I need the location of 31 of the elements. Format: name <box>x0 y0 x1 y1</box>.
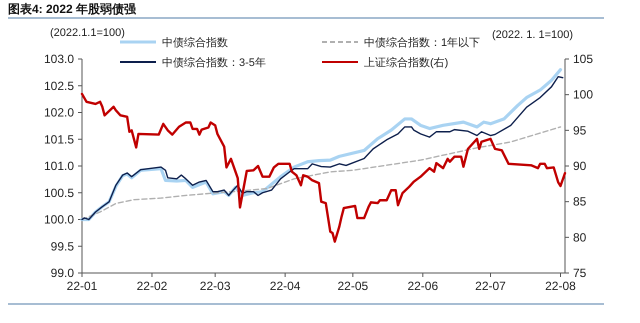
y-tick-label: 100.5 <box>44 186 74 200</box>
y-tick-label: 101.0 <box>44 159 74 173</box>
y-tick-label: 101.5 <box>44 132 74 146</box>
y2-tick-label: 90 <box>573 159 587 173</box>
y2-tick-label: 100 <box>573 88 594 102</box>
y-tick-label: 99.5 <box>50 239 74 254</box>
y-tick-label: 99.0 <box>50 266 74 280</box>
x-tick-label: 22-05 <box>337 279 369 293</box>
legend-label: 中债综合指数 <box>162 36 228 49</box>
y2-tick-label: 95 <box>573 123 587 138</box>
y2-tick-label: 75 <box>573 266 587 280</box>
y-tick-label: 100.0 <box>44 212 74 226</box>
x-tick-label: 22-04 <box>270 279 301 293</box>
legend-label: 上证综合指数(右) <box>364 56 448 69</box>
y2-tick-label: 85 <box>573 194 587 209</box>
x-tick-label: 22-06 <box>407 279 438 293</box>
y-tick-label: 102.0 <box>44 106 74 120</box>
legend-label: 中债综合指数：1年以下 <box>364 36 480 49</box>
x-tick-label: 22-02 <box>136 279 168 293</box>
y-tick-label: 103.0 <box>44 52 74 66</box>
y-axis-title: (2022.1.1=100) <box>50 27 125 39</box>
x-tick-label: 22-08 <box>545 279 576 293</box>
y2-axis-title: (2022. 1. 1=100) <box>492 29 574 41</box>
y-tick-label: 102.5 <box>44 78 74 93</box>
y2-tick-label: 105 <box>573 52 594 66</box>
title: 图表4: 2022 年股弱债强 <box>8 2 136 16</box>
x-tick-label: 22-07 <box>475 279 506 293</box>
y2-tick-label: 80 <box>573 230 587 244</box>
x-tick-label: 22-01 <box>66 279 98 293</box>
x-tick-label: 22-03 <box>200 279 231 293</box>
legend-label: 中债综合指数：3-5年 <box>162 56 266 69</box>
